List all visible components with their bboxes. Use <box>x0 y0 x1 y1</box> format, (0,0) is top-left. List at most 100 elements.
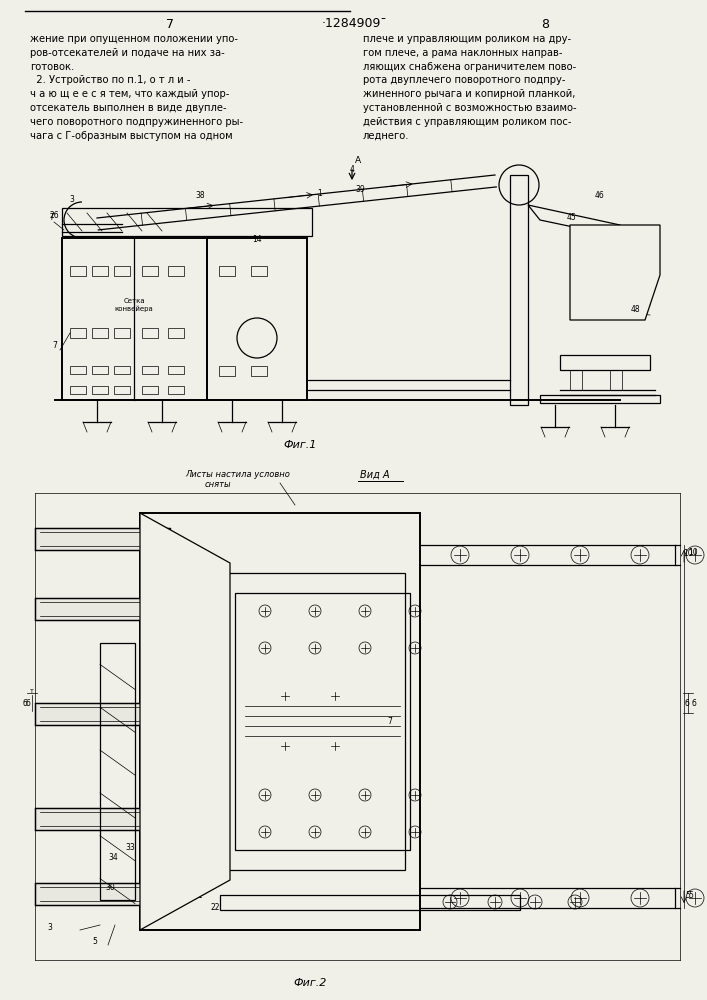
Text: 22: 22 <box>210 904 220 912</box>
Bar <box>219 266 235 276</box>
Text: 34: 34 <box>108 854 118 862</box>
Text: сняты: сняты <box>205 480 232 489</box>
Bar <box>70 266 86 276</box>
Text: 5: 5 <box>93 938 98 946</box>
Text: ляющих снабжена ограничителем пово-: ляющих снабжена ограничителем пово- <box>363 62 576 72</box>
Bar <box>92 386 108 394</box>
Bar <box>35 598 170 620</box>
Text: 4: 4 <box>349 165 354 174</box>
Text: б: б <box>685 698 690 708</box>
Text: 6: 6 <box>146 896 151 904</box>
Text: отсекатель выполнен в виде двупле-: отсекатель выполнен в виде двупле- <box>30 103 227 113</box>
Text: ч а ю щ е е с я тем, что каждый упор-: ч а ю щ е е с я тем, что каждый упор- <box>30 89 229 99</box>
Text: A: A <box>355 156 361 165</box>
Text: 5: 5 <box>686 892 691 900</box>
Bar <box>168 266 184 276</box>
Bar <box>35 808 170 830</box>
Text: 2. Устройство по п.1, о т л и -: 2. Устройство по п.1, о т л и - <box>30 75 190 85</box>
Bar <box>70 386 86 394</box>
Bar <box>140 513 420 930</box>
Text: 7: 7 <box>52 341 57 350</box>
Text: гом плече, а рама наклонных направ-: гом плече, а рама наклонных направ- <box>363 48 563 58</box>
Text: 48: 48 <box>630 306 640 314</box>
Text: 14: 14 <box>252 235 262 244</box>
Text: б: б <box>23 698 28 708</box>
Text: 45: 45 <box>567 214 577 223</box>
Text: 46: 46 <box>595 190 605 200</box>
Text: рота двуплечего поворотного подпру-: рота двуплечего поворотного подпру- <box>363 75 566 85</box>
Bar <box>251 366 267 376</box>
Bar <box>35 703 170 725</box>
Text: жиненного рычага и копирной планкой,: жиненного рычага и копирной планкой, <box>363 89 575 99</box>
Text: чага с Г-образным выступом на одном: чага с Г-образным выступом на одном <box>30 131 233 141</box>
Text: T: T <box>50 213 54 222</box>
Bar <box>114 328 130 338</box>
Bar <box>142 328 158 338</box>
Bar <box>62 208 312 236</box>
Text: 7: 7 <box>166 18 174 31</box>
Bar <box>35 528 170 550</box>
Text: 10: 10 <box>683 548 693 558</box>
Bar <box>235 593 410 850</box>
Text: готовок.: готовок. <box>30 62 74 72</box>
Text: Вид А: Вид А <box>360 470 390 480</box>
Text: леднего.: леднего. <box>363 131 409 141</box>
Bar <box>251 266 267 276</box>
Bar <box>70 328 86 338</box>
Text: Фиг.2: Фиг.2 <box>293 978 327 988</box>
Bar <box>168 386 184 394</box>
Text: действия с управляющим роликом пос-: действия с управляющим роликом пос- <box>363 117 571 127</box>
Text: 3: 3 <box>47 924 52 932</box>
Bar <box>168 366 184 374</box>
Text: ров-отсекателей и подаче на них за-: ров-отсекателей и подаче на них за- <box>30 48 225 58</box>
Text: 26: 26 <box>49 212 59 221</box>
Bar <box>92 328 108 338</box>
Bar <box>114 266 130 276</box>
Text: 11: 11 <box>158 904 168 912</box>
Bar <box>35 883 170 905</box>
Bar <box>114 366 130 374</box>
Bar <box>155 573 405 870</box>
Bar <box>92 266 108 276</box>
Bar <box>142 266 158 276</box>
Bar <box>142 386 158 394</box>
Bar <box>560 355 650 370</box>
Text: чего поворотного подпружиненного ры-: чего поворотного подпружиненного ры- <box>30 117 243 127</box>
Bar <box>92 366 108 374</box>
Bar <box>114 386 130 394</box>
Text: Фиг.1: Фиг.1 <box>284 440 317 450</box>
Text: конвейера: конвейера <box>115 306 153 312</box>
Bar <box>70 366 86 374</box>
Bar <box>142 366 158 374</box>
Bar <box>62 238 207 400</box>
Text: 7: 7 <box>387 716 392 726</box>
Text: 39: 39 <box>355 186 365 194</box>
Text: 30: 30 <box>105 884 115 892</box>
Polygon shape <box>528 205 635 240</box>
Text: б: б <box>691 698 696 708</box>
Bar <box>207 238 307 400</box>
Text: ·1284909¯: ·1284909¯ <box>321 17 387 30</box>
Bar <box>220 895 520 910</box>
Text: 33: 33 <box>125 844 135 852</box>
Text: жение при опущенном положении упо-: жение при опущенном положении упо- <box>30 34 238 44</box>
Text: 8: 8 <box>541 18 549 31</box>
Text: 3: 3 <box>69 196 74 205</box>
Text: Сетка: Сетка <box>123 298 145 304</box>
Text: б: б <box>25 698 30 708</box>
Text: 21: 21 <box>193 890 203 900</box>
Text: установленной с возможностью взаимо-: установленной с возможностью взаимо- <box>363 103 577 113</box>
Bar <box>510 175 528 405</box>
Polygon shape <box>570 225 660 320</box>
Text: 5: 5 <box>688 891 693 900</box>
Bar <box>540 395 660 403</box>
Text: 1: 1 <box>317 188 322 198</box>
Polygon shape <box>140 513 230 930</box>
Text: плече и управляющим роликом на дру-: плече и управляющим роликом на дру- <box>363 34 571 44</box>
Bar <box>610 370 622 390</box>
Text: Листы настила условно: Листы настила условно <box>185 470 290 479</box>
Bar <box>168 328 184 338</box>
Bar <box>570 370 582 390</box>
Text: 10: 10 <box>688 548 698 557</box>
Bar <box>219 366 235 376</box>
